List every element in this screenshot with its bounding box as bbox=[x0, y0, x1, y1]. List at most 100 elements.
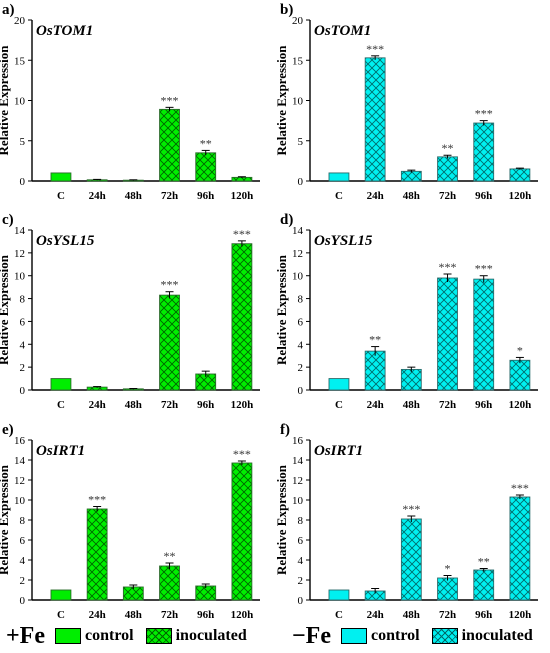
panel-c: c) OsYSL15 0 2 4 6 8 10 12 14 Relative Expression C… bbox=[0, 212, 260, 411]
panel-d-xtick-label-72h: 72h bbox=[439, 399, 456, 411]
panel-a: a) OsTOM1 0 5 10 15 20 Relative Expression C 24h 4… bbox=[0, 2, 260, 202]
panel-f: f) OsIRT1 0 2 4 6 8 10 12 14 16 Relative Expression… bbox=[274, 422, 538, 620]
panel-a-bar-72h bbox=[159, 108, 180, 182]
panel-c-bar-C bbox=[50, 378, 72, 391]
panel-f-xtick-label-72h: 72h bbox=[439, 609, 456, 620]
panel-b-letter: b) bbox=[280, 2, 293, 18]
panel-c-xtick-label-C: C bbox=[57, 399, 65, 411]
panel-d-xtick-label-24h: 24h bbox=[367, 399, 384, 411]
panel-a-ytick-label: 10 bbox=[14, 96, 26, 108]
panel-d-bar-24h bbox=[364, 350, 386, 391]
panel-b-gene-name: OsTOM1 bbox=[314, 23, 371, 39]
panel-d-bar-120h bbox=[509, 359, 531, 391]
panel-c-ytick-label: 6 bbox=[20, 316, 26, 328]
panel-f-significance-72h: * bbox=[445, 562, 451, 576]
legend-plus-fe: +Fe control inoculated bbox=[6, 622, 255, 650]
panel-d-xtick-label-C: C bbox=[335, 399, 343, 411]
panel-f-ylabel: Relative Expression bbox=[274, 464, 289, 575]
panel-c-bar-120h bbox=[231, 243, 253, 391]
panel-b-bar-24h bbox=[364, 57, 386, 182]
panel-e-ytick-label: 8 bbox=[20, 515, 26, 527]
panel-c-xtick-label-72h: 72h bbox=[161, 399, 178, 411]
panel-e-xtick-label-120h: 120h bbox=[231, 609, 254, 620]
panel-e: e) OsIRT1 0 2 4 6 8 10 12 14 16 Relative Expression… bbox=[0, 422, 260, 620]
panel-e-bar-72h bbox=[159, 565, 180, 601]
panel-e-ytick-label: 2 bbox=[20, 575, 26, 587]
panel-e-xtick-label-C: C bbox=[57, 609, 65, 620]
legend-label-inoculated-plus-fe: inoculated bbox=[175, 627, 247, 644]
panel-e-xtick-label-72h: 72h bbox=[161, 609, 178, 620]
panel-e-significance-72h: ** bbox=[164, 549, 176, 563]
panel-c-letter: c) bbox=[2, 212, 14, 228]
panel-d-ytick-label: 4 bbox=[298, 339, 304, 351]
panel-a-ytick-label: 5 bbox=[20, 136, 26, 148]
panel-a-ylabel: Relative Expression bbox=[0, 45, 11, 156]
panel-d-ylabel: Relative Expression bbox=[274, 254, 289, 365]
panel-b-ytick-label: 5 bbox=[298, 136, 304, 148]
panel-d-ytick-label: 0 bbox=[298, 385, 304, 397]
panel-d-significance-24h: ** bbox=[369, 333, 381, 347]
panel-c-ytick-label: 2 bbox=[20, 362, 26, 374]
panel-d-ytick-label: 8 bbox=[298, 294, 304, 306]
panel-f-ytick-label: 12 bbox=[292, 475, 303, 487]
panel-d-bar-48h bbox=[400, 368, 422, 391]
legend-label-control-minus-fe: control bbox=[371, 627, 420, 644]
panel-c-ytick-label: 0 bbox=[20, 385, 26, 397]
panel-c-ytick-label: 4 bbox=[20, 339, 26, 351]
panel-e-ytick-label: 16 bbox=[14, 435, 26, 447]
panel-f-significance-48h: *** bbox=[402, 502, 420, 516]
panel-e-bar-96h bbox=[195, 585, 217, 601]
panel-e-ytick-label: 6 bbox=[20, 535, 26, 547]
panel-b-ytick-label: 10 bbox=[292, 96, 304, 108]
panel-b-ylabel: Relative Expression bbox=[274, 45, 289, 156]
panel-b-bar-120h bbox=[509, 168, 531, 182]
panel-b-bar-C bbox=[328, 172, 350, 182]
panel-e-ytick-label: 12 bbox=[14, 475, 25, 487]
panel-b-bar-72h bbox=[437, 156, 458, 182]
panel-d-letter: d) bbox=[280, 212, 293, 228]
panel-f-gene-name: OsIRT1 bbox=[314, 443, 363, 459]
legend-minus-fe: −Fe control inoculated bbox=[292, 622, 541, 650]
panel-d-ytick-label: 2 bbox=[298, 362, 304, 374]
panel-a-xtick-label-120h: 120h bbox=[231, 190, 254, 202]
panel-f-xtick-label-C: C bbox=[335, 609, 343, 620]
panel-d-significance-96h: *** bbox=[475, 262, 493, 276]
panel-d-gene-name: OsYSL15 bbox=[314, 233, 373, 249]
panel-e-xtick-label-24h: 24h bbox=[89, 609, 106, 620]
panel-b-xtick-label-24h: 24h bbox=[367, 190, 384, 202]
panel-f-bar-96h bbox=[473, 569, 495, 601]
panel-b-significance-96h: *** bbox=[475, 107, 493, 121]
panel-d-significance-72h: *** bbox=[439, 260, 457, 274]
panel-d-xtick-label-96h: 96h bbox=[475, 399, 492, 411]
panel-f-xtick-label-24h: 24h bbox=[367, 609, 384, 620]
panel-e-ytick-label: 10 bbox=[14, 495, 26, 507]
panel-b-bar-96h bbox=[473, 122, 495, 182]
panel-a-gene-name: OsTOM1 bbox=[36, 23, 93, 39]
panel-d-ytick-label: 6 bbox=[298, 316, 304, 328]
panel-d-bar-72h bbox=[437, 277, 458, 391]
panel-c-xtick-label-120h: 120h bbox=[231, 399, 254, 411]
panel-e-gene-name: OsIRT1 bbox=[36, 443, 85, 459]
panel-d: d) OsYSL15 0 2 4 6 8 10 12 14 Relative Expression C… bbox=[274, 212, 538, 411]
panel-a-bar-C bbox=[50, 172, 72, 182]
legend-swatch-control-minus-fe bbox=[341, 628, 367, 644]
panel-f-bar-120h bbox=[509, 496, 531, 601]
panel-a-xtick-label-72h: 72h bbox=[161, 190, 178, 202]
panel-f-ytick-label: 6 bbox=[298, 535, 304, 547]
panel-b-xtick-label-48h: 48h bbox=[403, 190, 420, 202]
panel-a-letter: a) bbox=[2, 2, 15, 18]
panel-d-bar-96h bbox=[473, 278, 495, 391]
panel-a-xtick-label-C: C bbox=[57, 190, 65, 202]
panel-d-xtick-label-120h: 120h bbox=[509, 399, 532, 411]
panel-e-letter: e) bbox=[2, 422, 14, 438]
panel-b-xtick-label-C: C bbox=[335, 190, 343, 202]
panel-e-bar-C bbox=[50, 589, 72, 601]
panel-f-xtick-label-48h: 48h bbox=[403, 609, 420, 620]
panel-d-xtick-label-48h: 48h bbox=[403, 399, 420, 411]
legend-swatch-control-plus-fe bbox=[55, 628, 81, 644]
panel-c-xtick-label-24h: 24h bbox=[89, 399, 106, 411]
panel-d-ytick-label: 12 bbox=[292, 248, 303, 260]
panel-b-xtick-label-120h: 120h bbox=[509, 190, 532, 202]
panel-e-significance-120h: *** bbox=[233, 447, 251, 461]
